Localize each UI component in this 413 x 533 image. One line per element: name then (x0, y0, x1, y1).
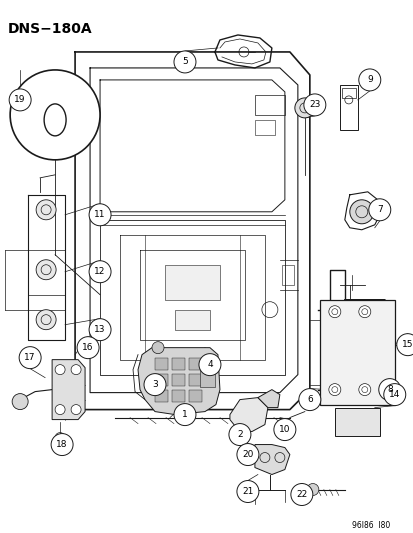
Circle shape (298, 389, 320, 410)
Bar (281, 265, 293, 285)
Text: 21: 21 (242, 487, 253, 496)
Text: 3: 3 (152, 380, 157, 389)
Bar (171, 358, 185, 369)
Bar (188, 390, 202, 401)
Text: 19: 19 (14, 95, 26, 104)
Circle shape (173, 403, 195, 425)
Circle shape (12, 393, 28, 409)
Bar (154, 374, 168, 385)
Circle shape (55, 405, 65, 415)
Circle shape (368, 199, 390, 221)
Circle shape (36, 310, 56, 330)
Circle shape (236, 443, 258, 465)
Text: 12: 12 (94, 267, 105, 276)
Bar (171, 390, 185, 401)
Circle shape (228, 424, 250, 446)
Polygon shape (52, 360, 85, 419)
Circle shape (273, 418, 295, 441)
Bar (334, 408, 379, 435)
Circle shape (89, 204, 111, 226)
Text: 22: 22 (296, 490, 307, 499)
Circle shape (144, 374, 166, 395)
Bar (339, 85, 357, 130)
Circle shape (303, 94, 325, 116)
Bar (341, 88, 355, 98)
Bar (154, 358, 168, 369)
Circle shape (10, 70, 100, 160)
Text: 23: 23 (309, 100, 320, 109)
Circle shape (36, 200, 56, 220)
Text: DNS−180A: DNS−180A (8, 22, 93, 36)
Text: 8: 8 (386, 385, 392, 394)
Text: 9: 9 (366, 76, 372, 84)
Circle shape (199, 354, 221, 376)
Circle shape (55, 365, 65, 375)
Text: 17: 17 (24, 353, 36, 362)
Circle shape (328, 384, 340, 395)
Circle shape (328, 306, 340, 318)
Bar (254, 120, 274, 135)
Circle shape (349, 200, 373, 224)
Text: 1: 1 (182, 410, 188, 419)
Text: 18: 18 (56, 440, 68, 449)
Text: 15: 15 (401, 340, 413, 349)
Polygon shape (257, 390, 279, 408)
Circle shape (71, 405, 81, 415)
Text: 4: 4 (206, 360, 212, 369)
Text: 6: 6 (306, 395, 312, 404)
Bar (319, 300, 394, 405)
Circle shape (358, 384, 370, 395)
Circle shape (77, 337, 99, 359)
Polygon shape (254, 445, 289, 474)
Text: 96I86  I80: 96I86 I80 (351, 521, 389, 530)
Text: 11: 11 (94, 211, 106, 219)
Text: 13: 13 (94, 325, 106, 334)
Circle shape (19, 346, 41, 369)
Polygon shape (138, 348, 219, 415)
Bar (175, 310, 209, 330)
Text: 7: 7 (376, 205, 382, 214)
Text: 14: 14 (388, 390, 399, 399)
Circle shape (378, 378, 400, 401)
Bar (188, 374, 202, 385)
Text: 20: 20 (242, 450, 253, 459)
Bar (165, 265, 219, 300)
Bar (154, 390, 168, 401)
Bar (199, 361, 214, 386)
Circle shape (51, 433, 73, 456)
Circle shape (396, 334, 413, 356)
Circle shape (383, 384, 405, 406)
Text: 10: 10 (278, 425, 290, 434)
Circle shape (89, 319, 111, 341)
Circle shape (173, 51, 195, 73)
Circle shape (152, 342, 164, 354)
Circle shape (358, 306, 370, 318)
Circle shape (358, 69, 380, 91)
Polygon shape (229, 398, 267, 432)
Circle shape (290, 483, 312, 505)
Bar (254, 95, 284, 115)
Circle shape (89, 261, 111, 282)
Circle shape (36, 260, 56, 280)
Bar (188, 358, 202, 369)
Circle shape (71, 365, 81, 375)
Circle shape (306, 483, 318, 496)
Bar (171, 374, 185, 385)
Circle shape (294, 98, 314, 118)
Text: 2: 2 (237, 430, 242, 439)
Circle shape (9, 89, 31, 111)
Text: 16: 16 (82, 343, 94, 352)
Circle shape (236, 481, 258, 503)
Text: 5: 5 (182, 58, 188, 67)
